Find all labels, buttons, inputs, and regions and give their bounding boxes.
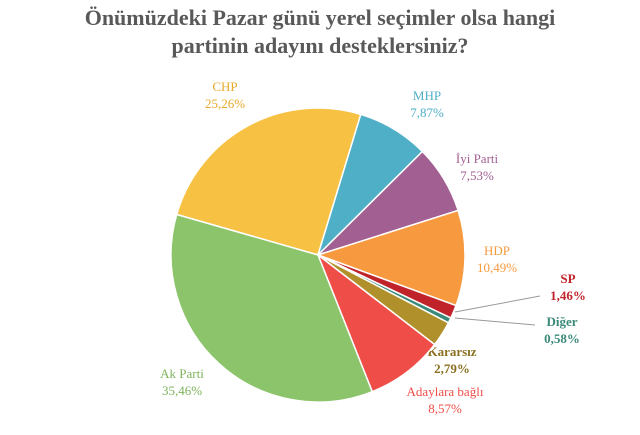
slice-label: SP — [560, 271, 575, 286]
slice-label: Adaylara bağlı — [407, 384, 484, 399]
slice-label: CHP — [212, 79, 237, 94]
value-label: 2,79% — [434, 361, 470, 376]
pie-slice — [315, 209, 466, 307]
leader-line — [454, 317, 536, 326]
value-label: 10,49% — [477, 260, 517, 275]
value-label: 25,26% — [205, 96, 245, 111]
slice-label: MHP — [413, 88, 441, 103]
slice-label: Ak Parti — [160, 366, 204, 381]
leader-line — [454, 295, 541, 313]
value-label: 8,57% — [428, 401, 462, 416]
pie-slice — [175, 107, 362, 256]
slice-label: İyi Parti — [456, 151, 499, 166]
chart-title: partinin adayını desteklersiniz? — [171, 33, 468, 58]
chart-title: Önümüzdeki Pazar günü yerel seçimler ols… — [85, 5, 556, 30]
value-label: 0,58% — [544, 331, 580, 346]
value-label: 7,53% — [460, 168, 494, 183]
slice-label: Diğer — [546, 314, 577, 329]
slice-label: HDP — [484, 243, 510, 258]
pie-slice — [170, 213, 374, 403]
value-label: 35,46% — [162, 383, 202, 398]
value-label: 1,46% — [550, 288, 586, 303]
value-label: 7,87% — [410, 105, 444, 120]
slice-label: Kararsız — [427, 344, 476, 359]
